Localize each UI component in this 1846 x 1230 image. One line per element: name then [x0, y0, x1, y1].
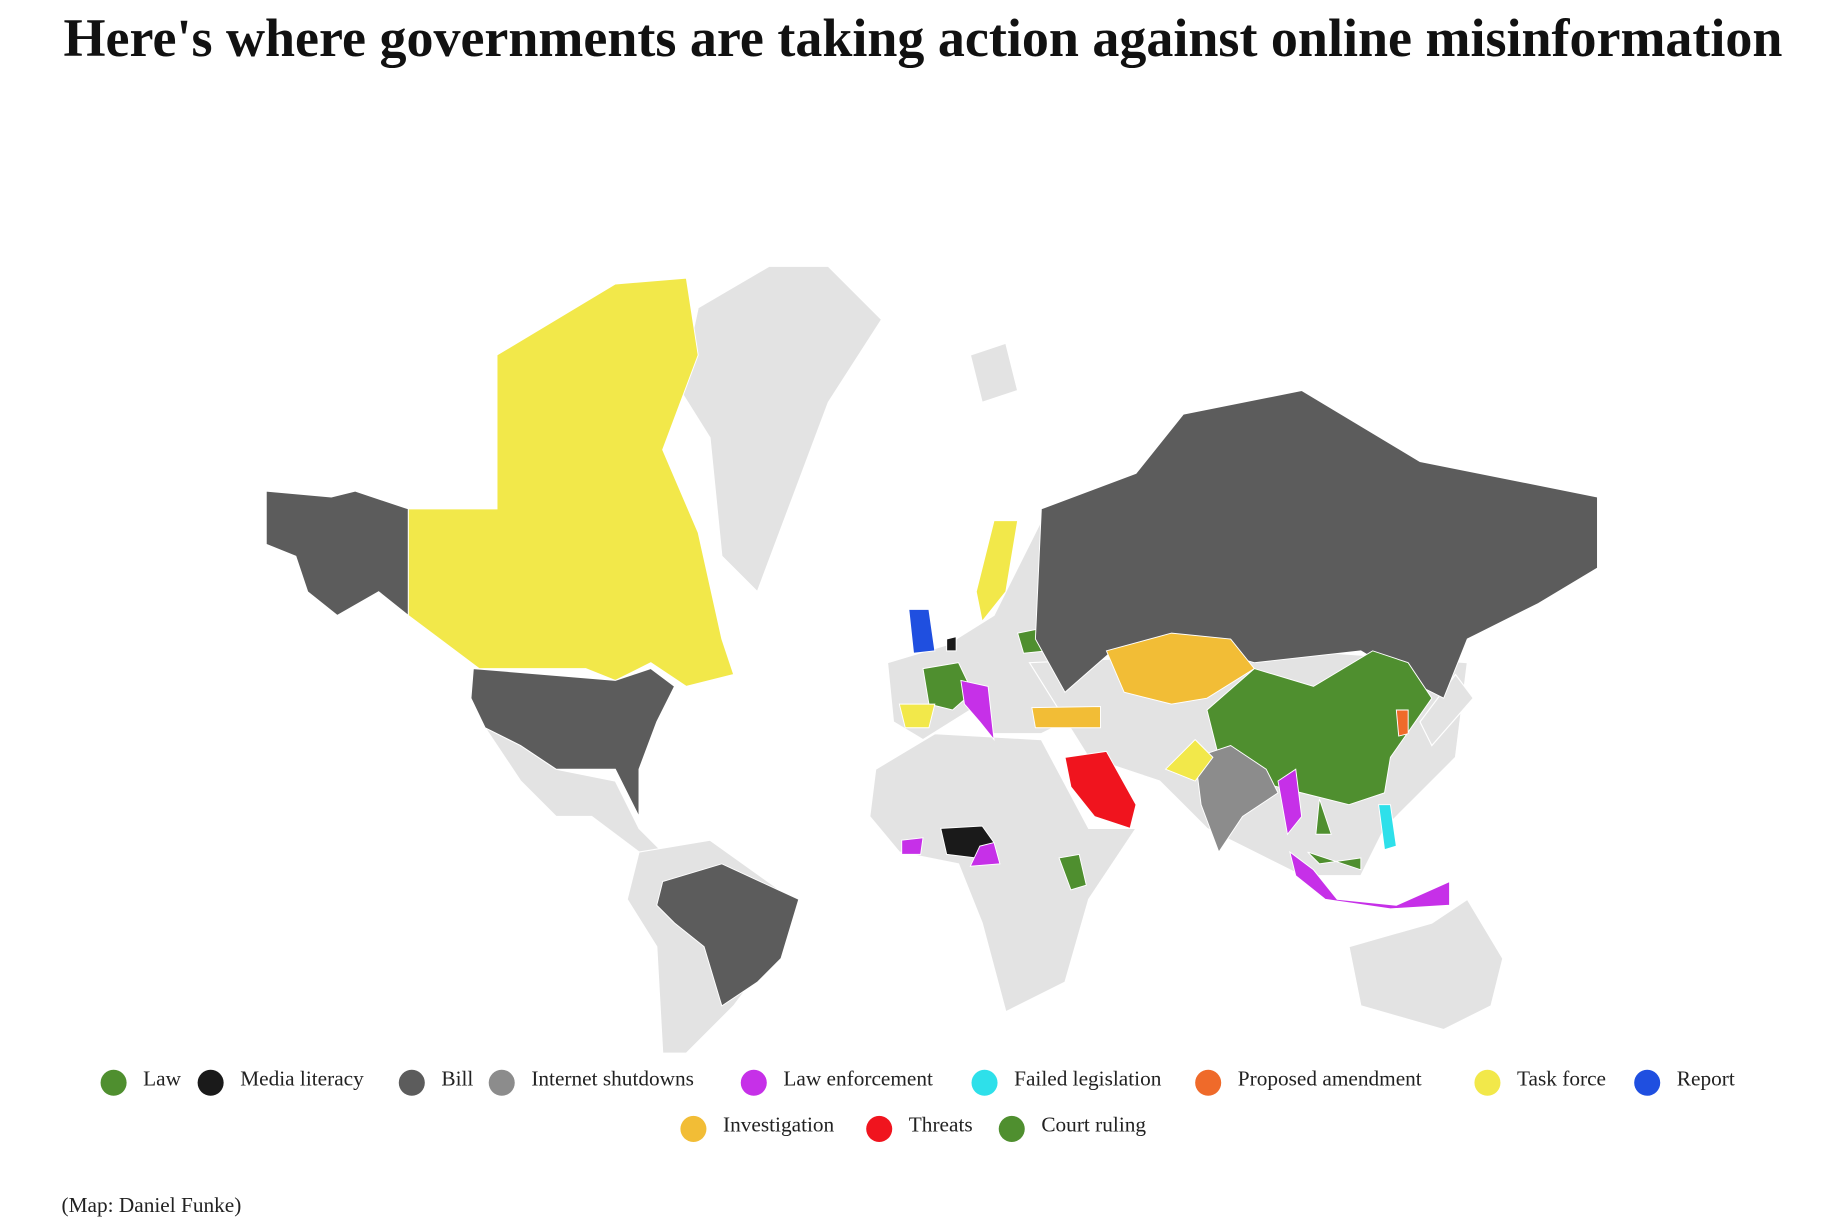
country [898, 703, 936, 729]
land [679, 265, 883, 593]
legend-dot [100, 1069, 127, 1096]
legend: Law Media literacy Bill Internet shutdowns L… [100, 1066, 1735, 1142]
land [1348, 898, 1504, 1031]
legend-label: Threats [909, 1112, 973, 1136]
countries [265, 277, 1598, 1007]
country [946, 636, 957, 652]
legend-label: Court ruling [1041, 1112, 1146, 1136]
legend-dot [1634, 1069, 1661, 1096]
country [1315, 798, 1332, 835]
legend-dot [866, 1115, 893, 1142]
country [470, 668, 676, 817]
legend-label: Law enforcement [783, 1066, 933, 1090]
country [1105, 632, 1256, 705]
country [1395, 709, 1409, 737]
legend-dot [998, 1115, 1025, 1142]
country [922, 662, 974, 711]
legend-label: Internet shutdowns [531, 1066, 694, 1090]
legend-label: Investigation [723, 1112, 835, 1136]
country [265, 490, 409, 617]
country [1164, 738, 1214, 782]
land [869, 733, 1138, 1013]
country [407, 277, 735, 687]
legend-dot [1195, 1069, 1222, 1096]
country [1378, 804, 1397, 851]
legend-label: Task force [1517, 1066, 1606, 1090]
title: Here's where governments are taking acti… [63, 8, 1783, 68]
legend-label: Proposed amendment [1238, 1066, 1422, 1090]
credit: (Map: Daniel Funke) [62, 1193, 242, 1217]
country [1277, 768, 1303, 836]
country [1194, 744, 1279, 854]
legend-dot [488, 1069, 515, 1096]
country [1058, 853, 1087, 891]
legend-label: Report [1677, 1066, 1735, 1090]
country [975, 520, 1019, 623]
country [969, 841, 1001, 867]
country [656, 863, 800, 1007]
country [960, 679, 995, 742]
legend-label: Failed legislation [1014, 1066, 1162, 1090]
legend-label: Law [143, 1066, 181, 1090]
legend-dot [1474, 1069, 1501, 1096]
country [1034, 390, 1598, 699]
legend-dot [398, 1069, 425, 1096]
legend-label: Media literacy [240, 1066, 364, 1090]
legend-dot [680, 1115, 707, 1142]
country [1031, 705, 1101, 729]
country [901, 837, 924, 855]
legend-dot [197, 1069, 224, 1096]
land [969, 342, 1019, 404]
country [1289, 850, 1451, 910]
legend-dot [971, 1069, 998, 1096]
legend-dot [740, 1069, 767, 1096]
legend-label: Bill [441, 1066, 473, 1090]
country [1307, 851, 1362, 871]
country [1064, 750, 1137, 829]
country [908, 608, 936, 654]
